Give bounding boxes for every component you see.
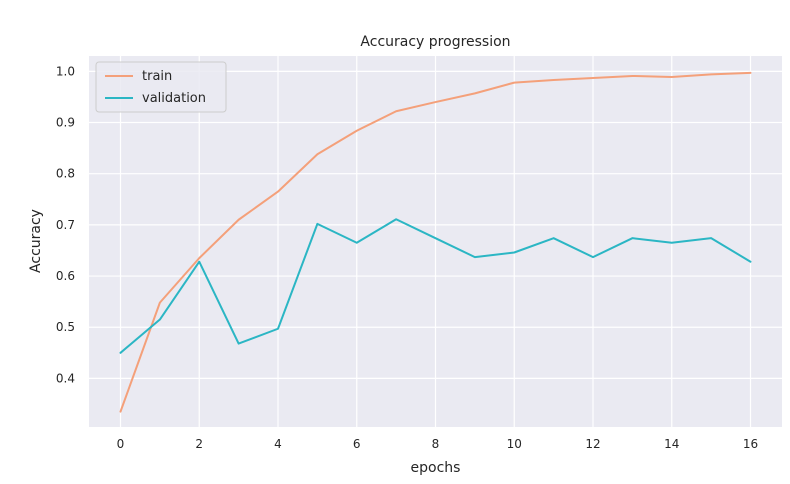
x-tick-labels: 0 2 4 6 8 10 12 14 16 — [117, 437, 758, 451]
legend-label-train: train — [142, 69, 172, 84]
series-line-validation — [119, 218, 752, 354]
legend: train validation — [95, 61, 227, 113]
x-tick-label: 6 — [353, 437, 361, 451]
x-tick-label: 10 — [507, 437, 522, 451]
y-tick-label: 0.7 — [56, 218, 75, 232]
y-tick-label: 0.9 — [56, 116, 75, 130]
y-tick-label: 0.6 — [56, 269, 75, 283]
y-tick-label: 0.8 — [56, 167, 75, 181]
x-tick-label: 8 — [432, 437, 440, 451]
grid-lines — [89, 56, 782, 427]
x-tick-label: 0 — [117, 437, 125, 451]
y-tick-label: 0.4 — [56, 371, 75, 385]
series-line-train — [119, 71, 752, 413]
series-lines — [119, 71, 752, 413]
y-axis-label: Accuracy — [28, 209, 44, 273]
x-tick-label: 12 — [585, 437, 600, 451]
legend-label-validation: validation — [142, 91, 206, 106]
x-tick-label: 14 — [664, 437, 679, 451]
y-tick-labels: 0.4 0.5 0.6 0.7 0.8 0.9 1.0 — [56, 64, 75, 385]
x-tick-label: 2 — [195, 437, 203, 451]
x-tick-label: 4 — [274, 437, 282, 451]
legend-box — [95, 61, 227, 113]
chart-title: Accuracy progression — [360, 34, 510, 50]
y-tick-label: 1.0 — [56, 64, 75, 78]
y-tick-label: 0.5 — [56, 320, 75, 334]
x-axis-label: epochs — [411, 460, 461, 476]
x-tick-label: 16 — [743, 437, 758, 451]
